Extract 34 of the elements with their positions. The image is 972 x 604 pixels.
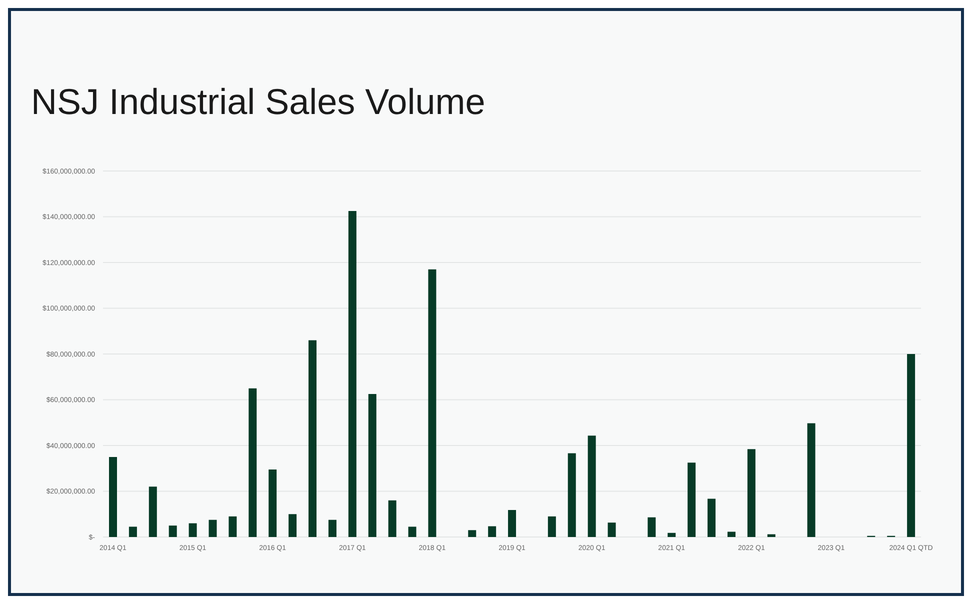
bar <box>488 526 496 537</box>
bar <box>508 510 516 537</box>
chart-title: NSJ Industrial Sales Volume <box>31 81 486 123</box>
bar <box>708 498 716 537</box>
bar <box>308 340 317 537</box>
bar <box>208 520 217 537</box>
bar <box>248 388 257 537</box>
bar <box>807 423 816 537</box>
bar <box>228 516 237 537</box>
bar <box>428 269 436 537</box>
bar <box>348 211 356 537</box>
bar <box>608 522 616 537</box>
bar <box>188 523 197 537</box>
bar <box>468 530 476 537</box>
bar <box>268 470 277 537</box>
bar <box>408 526 416 537</box>
bar <box>767 534 776 537</box>
bar <box>148 486 157 537</box>
bar <box>128 526 137 537</box>
bar <box>668 532 676 537</box>
bar <box>747 449 756 537</box>
bar <box>688 462 696 537</box>
bar <box>388 500 396 537</box>
bar <box>328 520 336 537</box>
bar <box>727 532 736 537</box>
bar <box>648 517 656 537</box>
bar <box>368 394 376 537</box>
bar <box>568 453 576 537</box>
bar <box>168 526 177 537</box>
bar <box>907 354 916 537</box>
bar <box>588 436 596 537</box>
bar <box>548 516 556 537</box>
bar <box>109 456 117 537</box>
bar <box>288 514 297 537</box>
